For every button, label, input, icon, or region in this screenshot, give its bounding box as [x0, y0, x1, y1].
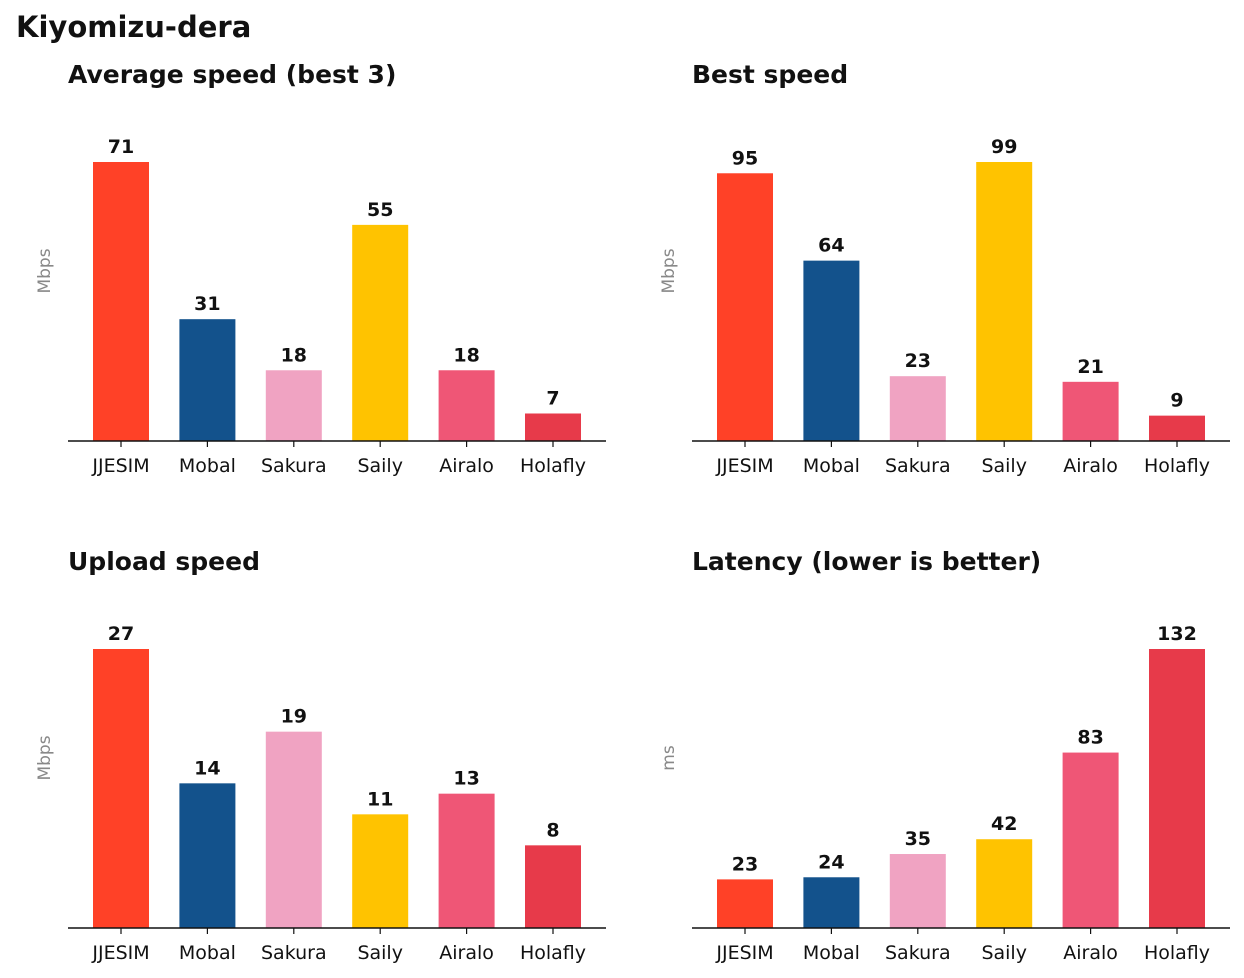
x-tick-label: Sakura: [885, 455, 951, 477]
bar-jjesim: [717, 879, 773, 928]
bar-saily: [352, 224, 409, 441]
x-tick-label: Airalo: [1063, 455, 1118, 477]
data-label: 14: [194, 757, 220, 779]
x-tick-label: JJESIM: [91, 942, 149, 964]
bar-saily: [976, 839, 1033, 928]
data-label: 19: [281, 706, 307, 728]
data-label: 24: [818, 851, 844, 873]
data-label: 42: [991, 813, 1017, 835]
chart-title: Latency (lower is better): [692, 547, 1042, 576]
data-label: 27: [108, 623, 134, 645]
x-tick-label: Sakura: [261, 455, 327, 477]
data-label: 23: [905, 350, 931, 372]
x-tick-label: Sakura: [885, 942, 951, 964]
chart-latency-plot: 23 JJESIM 24 Mobal 35 Sakura 42 Saily 83 Airalo 13…: [659, 623, 1230, 964]
bar-jjesim: [93, 649, 149, 928]
y-axis-label: ms: [659, 745, 679, 771]
data-label: 95: [732, 147, 758, 169]
data-label: 18: [453, 344, 479, 366]
data-label: 11: [367, 788, 393, 810]
data-label: 83: [1077, 727, 1103, 749]
bar-saily: [352, 814, 409, 928]
data-label: 71: [108, 136, 134, 158]
bar-mobal: [803, 260, 860, 441]
chart-title: Average speed (best 3): [68, 60, 397, 89]
data-label: 7: [546, 387, 559, 409]
bar-holafly: [1149, 649, 1205, 928]
x-tick-label: Holafly: [1144, 455, 1210, 477]
x-tick-label: Holafly: [520, 942, 586, 964]
bar-jjesim: [717, 173, 773, 441]
chart-latency: Latency (lower is better) 23 JJESIM 24 Moba…: [659, 547, 1232, 967]
data-label: 9: [1170, 390, 1183, 412]
x-tick-label: Saily: [357, 455, 403, 477]
x-tick-label: Sakura: [261, 942, 327, 964]
x-tick-label: Saily: [981, 942, 1027, 964]
chart-average-speed-plot: 71 JJESIM 31 Mobal 18 Sakura 55 Saily 18 Airalo 7 H…: [35, 136, 606, 477]
data-label: 8: [546, 819, 559, 841]
x-tick-label: Airalo: [439, 455, 494, 477]
bar-airalo: [1062, 381, 1119, 441]
x-tick-label: Airalo: [439, 942, 494, 964]
bar-mobal: [179, 319, 236, 441]
bar-airalo: [438, 793, 495, 928]
bar-sakura: [889, 376, 946, 441]
data-label: 23: [732, 853, 758, 875]
x-tick-label: Mobal: [179, 942, 236, 964]
x-tick-label: Holafly: [1144, 942, 1210, 964]
bar-holafly: [1149, 415, 1205, 441]
x-tick-label: Saily: [357, 942, 403, 964]
bar-holafly: [525, 413, 581, 441]
data-label: 13: [453, 768, 479, 790]
chart-title: Best speed: [692, 60, 849, 89]
x-tick-label: JJESIM: [91, 455, 149, 477]
chart-title: Upload speed: [68, 547, 260, 576]
bar-sakura: [889, 854, 946, 928]
chart-best-speed-plot: 95 JJESIM 64 Mobal 23 Sakura 99 Saily 21 Airalo 9 H…: [659, 136, 1230, 477]
page-title: Kiyomizu-dera: [16, 10, 252, 44]
data-label: 55: [367, 199, 393, 221]
bar-airalo: [1062, 752, 1119, 928]
bar-jjesim: [93, 162, 149, 441]
bar-mobal: [179, 783, 236, 928]
chart-upload-speed: Upload speed 27 JJESIM 14 Mobal 19 Sakura 11 Sa…: [35, 547, 608, 967]
x-tick-label: Airalo: [1063, 942, 1118, 964]
data-label: 18: [281, 344, 307, 366]
data-label: 31: [194, 293, 220, 315]
chart-average-speed: Average speed (best 3) 71 JJESIM 31 Mobal 18…: [35, 60, 608, 480]
y-axis-label: Mbps: [659, 248, 679, 293]
x-tick-label: Saily: [981, 455, 1027, 477]
bar-mobal: [803, 877, 860, 928]
data-label: 64: [818, 235, 844, 257]
y-axis-label: Mbps: [35, 248, 55, 293]
bar-airalo: [438, 370, 495, 441]
data-label: 99: [991, 136, 1017, 158]
data-label: 132: [1157, 623, 1197, 645]
bar-sakura: [265, 370, 322, 441]
x-tick-label: Mobal: [179, 455, 236, 477]
chart-best-speed: Best speed 95 JJESIM 64 Mobal 23 Sakura 99 Sail…: [659, 60, 1232, 480]
bar-sakura: [265, 731, 322, 928]
data-label: 21: [1077, 356, 1103, 378]
y-axis-label: Mbps: [35, 735, 55, 780]
x-tick-label: Holafly: [520, 455, 586, 477]
bar-holafly: [525, 845, 581, 928]
x-tick-label: JJESIM: [715, 455, 773, 477]
data-label: 35: [905, 828, 931, 850]
x-tick-label: JJESIM: [715, 942, 773, 964]
x-tick-label: Mobal: [803, 455, 860, 477]
chart-upload-speed-plot: 27 JJESIM 14 Mobal 19 Sakura 11 Saily 13 Airalo 8 H…: [35, 623, 606, 964]
x-tick-label: Mobal: [803, 942, 860, 964]
bar-saily: [976, 162, 1033, 441]
